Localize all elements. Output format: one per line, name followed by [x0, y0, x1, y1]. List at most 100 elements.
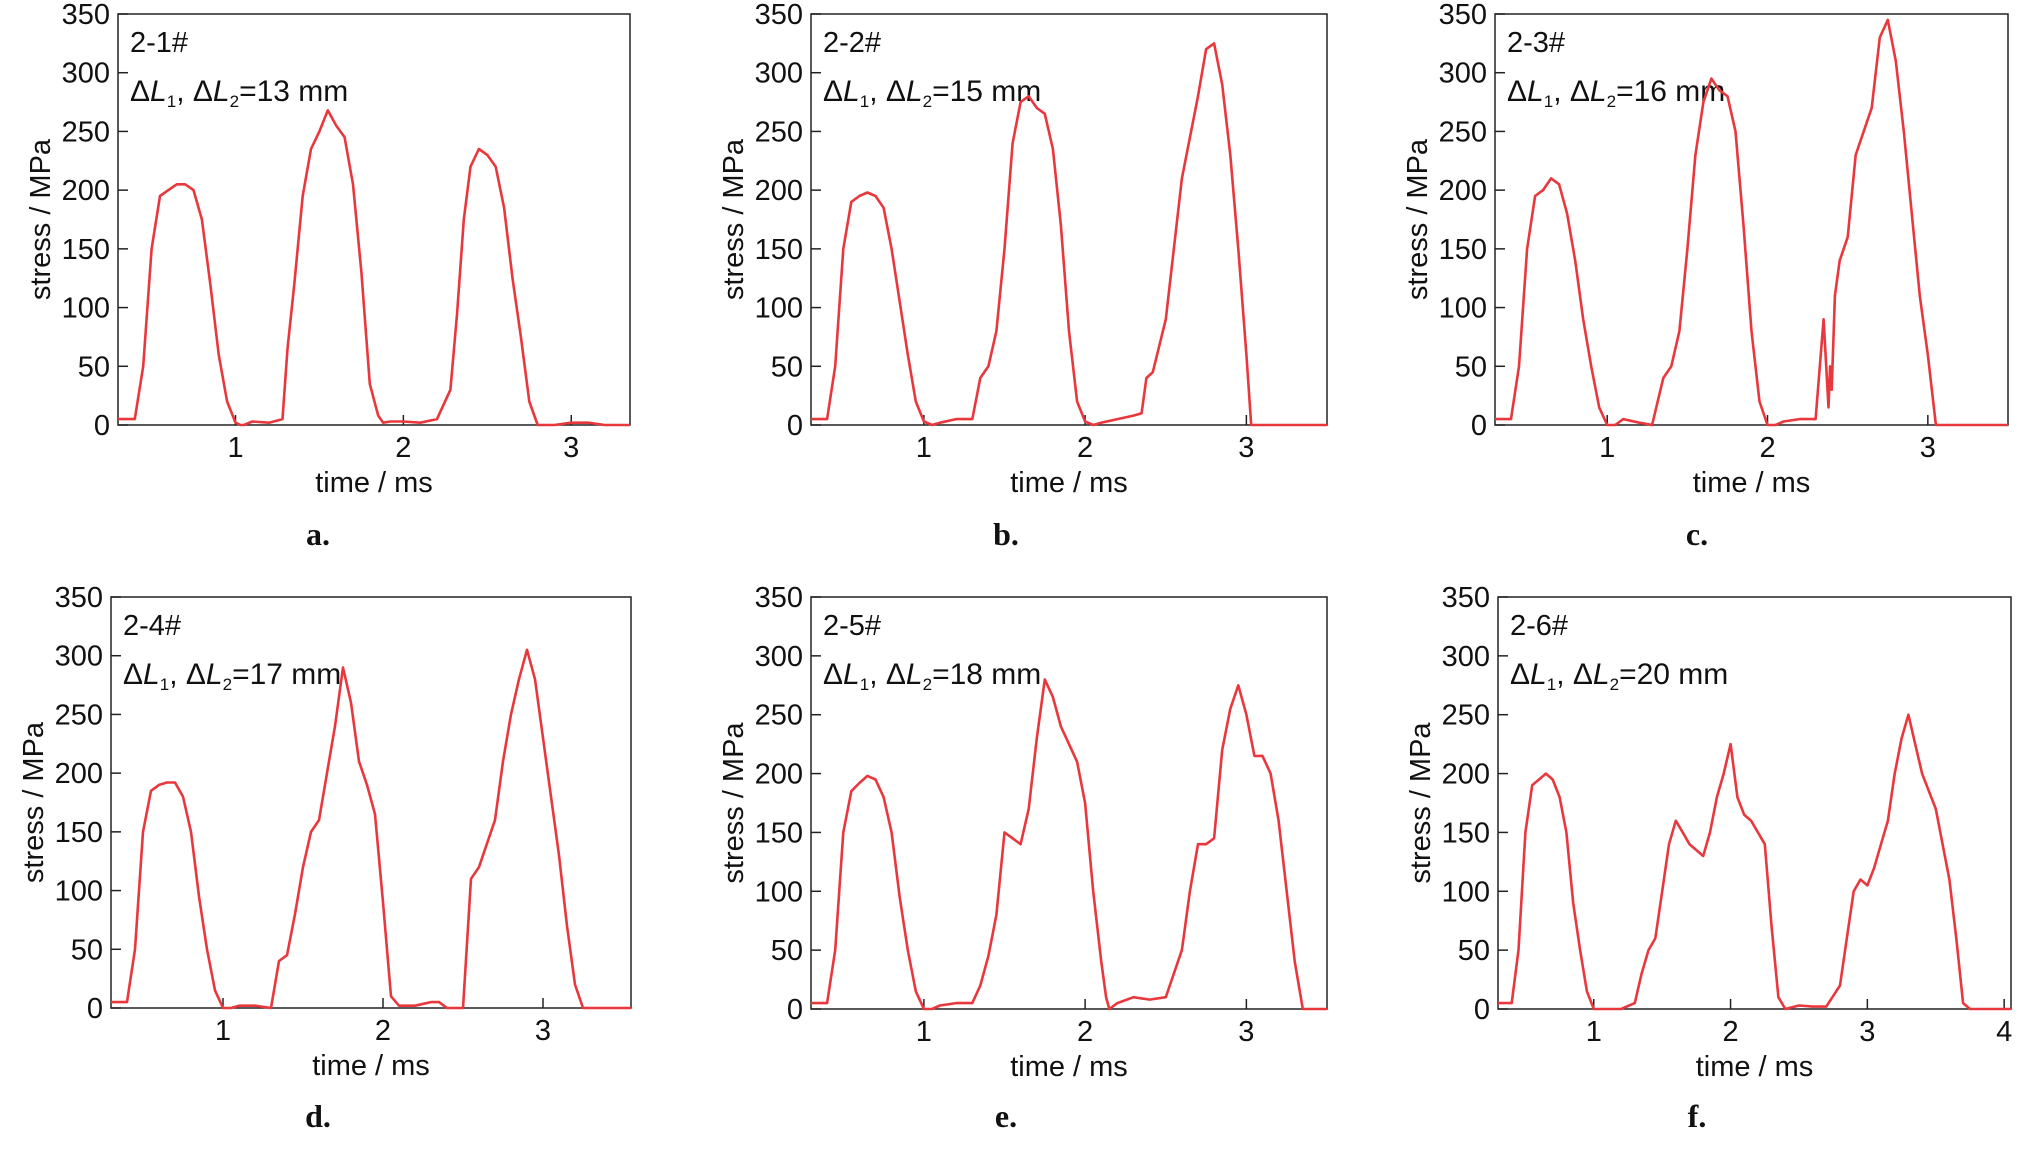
y-tick-label: 350: [1439, 0, 1487, 31]
y-axis-label: stress / MPa: [25, 138, 57, 300]
panel-letter: c.: [1686, 516, 1708, 552]
y-tick-label: 300: [55, 641, 103, 673]
y-tick-label: 350: [62, 0, 110, 31]
y-tick-label: 50: [771, 351, 803, 383]
delta-l2-subscript: 2: [1607, 92, 1616, 111]
delta-length-label: ΔL1, ΔL2=18 mm: [823, 658, 1041, 694]
y-tick-label: 250: [62, 116, 110, 148]
y-axis-label: stress / MPa: [718, 722, 750, 884]
y-axis-label: stress / MPa: [18, 721, 50, 883]
y-tick-label: 0: [94, 410, 110, 442]
delta-l1: Δ: [1507, 75, 1527, 108]
plot-frame: [110, 596, 632, 1009]
y-tick-label: 100: [1439, 293, 1487, 325]
delta-separator: ,: [1556, 658, 1573, 691]
x-axis-label: time / ms: [1696, 1051, 1814, 1083]
delta-l1: Δ: [130, 75, 150, 108]
y-tick-label: 150: [755, 817, 803, 849]
delta-l1-subscript: 1: [860, 675, 869, 694]
y-tick-label: 100: [755, 876, 803, 908]
delta-value: =16 mm: [1616, 75, 1725, 108]
delta-l1: Δ: [123, 658, 143, 691]
delta-length-label: ΔL1, ΔL2=20 mm: [1510, 658, 1728, 694]
y-tick-label: 200: [62, 175, 110, 207]
delta-l2: Δ: [186, 658, 206, 691]
y-tick-label: 100: [1442, 876, 1490, 908]
x-tick-label: 1: [227, 432, 243, 464]
y-tick-label: 200: [55, 758, 103, 790]
x-tick-label: 3: [1238, 432, 1254, 464]
x-axis-label: time / ms: [1693, 467, 1811, 499]
italic-l: L: [906, 658, 923, 691]
x-axis-label: time / ms: [315, 467, 433, 499]
delta-value: =20 mm: [1619, 658, 1728, 691]
stress-trace: [1495, 18, 2008, 427]
sample-label: 2-2#: [823, 27, 881, 59]
y-tick-label: 150: [62, 234, 110, 266]
y-tick-label: 0: [787, 994, 803, 1026]
delta-l1-subscript: 1: [160, 675, 169, 694]
y-tick-label: 350: [755, 582, 803, 614]
x-tick-label: 3: [1920, 432, 1936, 464]
delta-length-label: ΔL1, ΔL2=16 mm: [1507, 75, 1725, 111]
italic-l: L: [1590, 75, 1607, 108]
delta-value: =17 mm: [232, 658, 341, 691]
delta-value: =15 mm: [932, 75, 1041, 108]
delta-l2-subscript: 2: [223, 675, 232, 694]
delta-l2-subscript: 2: [923, 675, 932, 694]
delta-l2: Δ: [1573, 658, 1593, 691]
x-tick-label: 2: [1077, 1016, 1093, 1048]
chart-panel-6: 0 50 100 150 200 250 300 350 1 2 3 4 time / ms stress…: [1405, 582, 2012, 1134]
delta-separator: ,: [176, 75, 193, 108]
y-tick-label: 300: [755, 641, 803, 673]
panel-letter: e.: [995, 1098, 1017, 1134]
x-tick-label: 1: [1586, 1016, 1602, 1048]
x-axis-label: time / ms: [312, 1050, 430, 1082]
x-axis-label: time / ms: [1010, 1051, 1128, 1083]
delta-l2-subscript: 2: [923, 92, 932, 111]
y-tick-label: 50: [771, 935, 803, 967]
stress-trace: [111, 648, 631, 1010]
delta-l1-subscript: 1: [1547, 675, 1556, 694]
delta-l2: Δ: [193, 75, 213, 108]
sample-label: 2-6#: [1510, 610, 1568, 642]
y-axis-label: stress / MPa: [1405, 722, 1437, 884]
x-tick-label: 2: [1759, 432, 1775, 464]
stress-trace: [118, 109, 630, 427]
delta-l2-subscript: 2: [230, 92, 239, 111]
y-axis-label: stress / MPa: [718, 138, 750, 300]
y-tick-label: 50: [1458, 935, 1490, 967]
y-tick-label: 200: [1442, 759, 1490, 791]
y-tick-label: 350: [55, 582, 103, 614]
y-tick-label: 200: [755, 175, 803, 207]
y-tick-label: 150: [1442, 817, 1490, 849]
x-tick-label: 1: [1599, 432, 1615, 464]
chart-panel-2: 0 50 100 150 200 250 300 350 1 2 3 time / ms stress …: [718, 0, 1328, 552]
sample-label: 2-4#: [123, 610, 181, 642]
y-tick-label: 350: [755, 0, 803, 31]
y-tick-label: 250: [1442, 700, 1490, 732]
y-tick-label: 100: [62, 293, 110, 325]
y-tick-label: 0: [87, 993, 103, 1025]
y-tick-label: 200: [755, 759, 803, 791]
x-tick-label: 2: [1722, 1016, 1738, 1048]
chart-panel-4: 0 50 100 150 200 250 300 350 1 2 3 time / ms stress …: [18, 582, 632, 1134]
sample-label: 2-1#: [130, 27, 188, 59]
y-tick-label: 0: [1474, 994, 1490, 1026]
y-tick-label: 300: [1442, 641, 1490, 673]
x-axis-label: time / ms: [1010, 467, 1128, 499]
y-tick-label: 100: [55, 876, 103, 908]
x-tick-label: 3: [1238, 1016, 1254, 1048]
delta-value: =18 mm: [932, 658, 1041, 691]
y-tick-label: 250: [755, 700, 803, 732]
delta-length-label: ΔL1, ΔL2=13 mm: [130, 75, 348, 111]
sample-label: 2-5#: [823, 610, 881, 642]
chart-panel-3: 0 50 100 150 200 250 300 350 1 2 3 time / ms stress …: [1402, 0, 2009, 552]
y-tick-label: 100: [755, 293, 803, 325]
italic-l: L: [143, 658, 160, 691]
x-tick-label: 4: [1996, 1016, 2012, 1048]
y-tick-label: 300: [755, 58, 803, 90]
plot-frame: [810, 13, 1328, 426]
stress-trace: [811, 42, 1327, 427]
italic-l: L: [206, 658, 223, 691]
